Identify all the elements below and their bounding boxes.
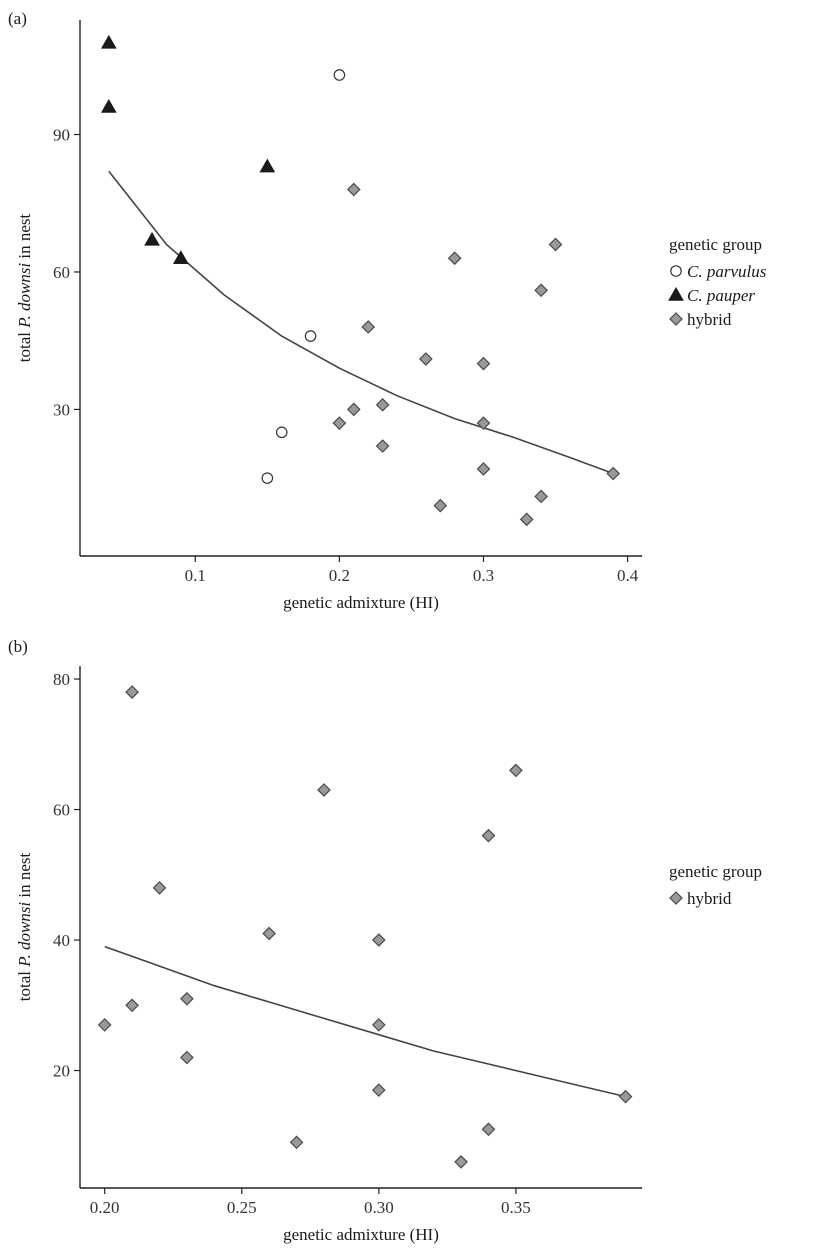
y-tick-label: 60 [53,263,70,282]
legend-marker-diamond [669,891,683,905]
data-point-diamond [375,397,390,412]
fit-curve [108,170,614,475]
legend-label: C. pauper [687,286,755,305]
x-tick-label: 0.1 [185,566,206,585]
data-point-diamond [332,416,347,430]
y-tick-label: 30 [53,400,70,419]
legend-title: genetic group [669,862,762,881]
data-point-circle [333,69,346,81]
legend-title: genetic group [669,235,762,254]
x-tick-label: 0.30 [364,1198,394,1217]
data-point-diamond [125,998,139,1013]
legend-label: hybrid [687,310,732,329]
data-point-diamond [509,763,523,778]
scatter-chart-b: (b) 0.20 0.25 0.30 0.35 20 40 60 80 genetic admix… [8,637,762,1244]
y-axis-title-part: in nest [15,852,34,901]
legend-label: C. parvulus [687,262,767,281]
y-axis-title-part: in nest [15,213,34,262]
data-point-diamond [454,1155,468,1169]
data-point-diamond [371,1018,386,1032]
data-point-diamond [371,933,386,947]
data-point-circle [304,330,317,342]
data-point-triangle [173,250,189,264]
y-tick-label: 60 [53,801,70,820]
data-point-diamond [180,991,194,1006]
data-point-diamond [375,439,390,453]
data-point-triangle [100,34,117,49]
panel-label: (a) [8,9,27,28]
data-point-diamond [152,881,167,895]
y-tick-label: 90 [53,126,70,145]
y-axis-title: total P. downsi in nest [15,852,34,1001]
series-hybrid [332,182,621,527]
series-c-pauper [100,34,276,264]
data-point-diamond [606,466,621,481]
data-point-diamond [97,1018,112,1032]
fit-curve [104,945,626,1098]
legend: genetic group C. parvulus C. pauper hybrid [668,235,767,329]
data-point-diamond [433,498,448,513]
y-axis-title-part: P. downsi [15,263,34,329]
y-tick-label: 20 [53,1062,70,1081]
data-point-diamond [346,402,361,417]
data-point-triangle [144,231,160,246]
data-point-diamond [262,926,277,941]
data-point-diamond [180,1050,194,1065]
legend: genetic group hybrid [669,862,762,908]
x-tick-label: 0.35 [501,1198,531,1217]
scatter-chart-a: (a) 0.1 0.2 0.3 0.4 30 60 90 genetic admixture (… [8,9,767,612]
data-point-diamond [289,1135,304,1150]
data-point-diamond [618,1089,633,1104]
series-hybrid [97,685,633,1169]
series-c-parvulus [261,69,346,484]
x-tick-label: 0.2 [329,566,350,585]
data-point-diamond [476,416,491,430]
data-point-diamond [534,489,548,504]
y-axis-title: total P. downsi in nest [15,213,34,362]
data-point-diamond [476,356,491,371]
x-tick-label: 0.20 [90,1198,120,1217]
data-point-diamond [476,462,491,476]
data-point-diamond [371,1083,386,1097]
data-point-diamond [534,283,548,298]
y-tick-label: 80 [53,670,70,689]
data-point-circle [261,472,274,484]
data-point-diamond [519,512,534,527]
data-point-diamond [418,352,433,366]
x-tick-label: 0.4 [617,566,639,585]
data-point-diamond [548,237,563,252]
data-point-diamond [346,182,361,197]
x-axis-title: genetic admixture (HI) [283,593,439,612]
legend-marker-diamond [669,312,683,326]
legend-label: hybrid [687,889,732,908]
data-point-diamond [481,1122,496,1137]
data-point-diamond [361,320,376,334]
y-axis-title-part: total [15,328,34,362]
y-axis-title-part: P. downsi [15,902,34,968]
data-point-triangle [100,99,117,113]
y-axis-title-part: total [15,967,34,1001]
y-tick-label: 40 [53,931,70,950]
panel-a: (a) 0.1 0.2 0.3 0.4 30 60 90 genetic admixture (… [8,9,767,612]
data-point-triangle [259,158,276,173]
legend-marker-triangle [668,286,684,301]
x-tick-label: 0.25 [227,1198,257,1217]
data-point-diamond [447,251,462,266]
legend-marker-circle [670,265,682,277]
x-tick-label: 0.3 [473,566,494,585]
data-point-diamond [125,685,139,699]
x-axis-title: genetic admixture (HI) [283,1225,439,1244]
panel-label: (b) [8,637,28,656]
panel-b: (b) 0.20 0.25 0.30 0.35 20 40 60 80 genetic admix… [0,628,813,1248]
data-point-diamond [481,828,496,843]
data-point-circle [275,426,288,439]
data-point-diamond [317,783,331,797]
